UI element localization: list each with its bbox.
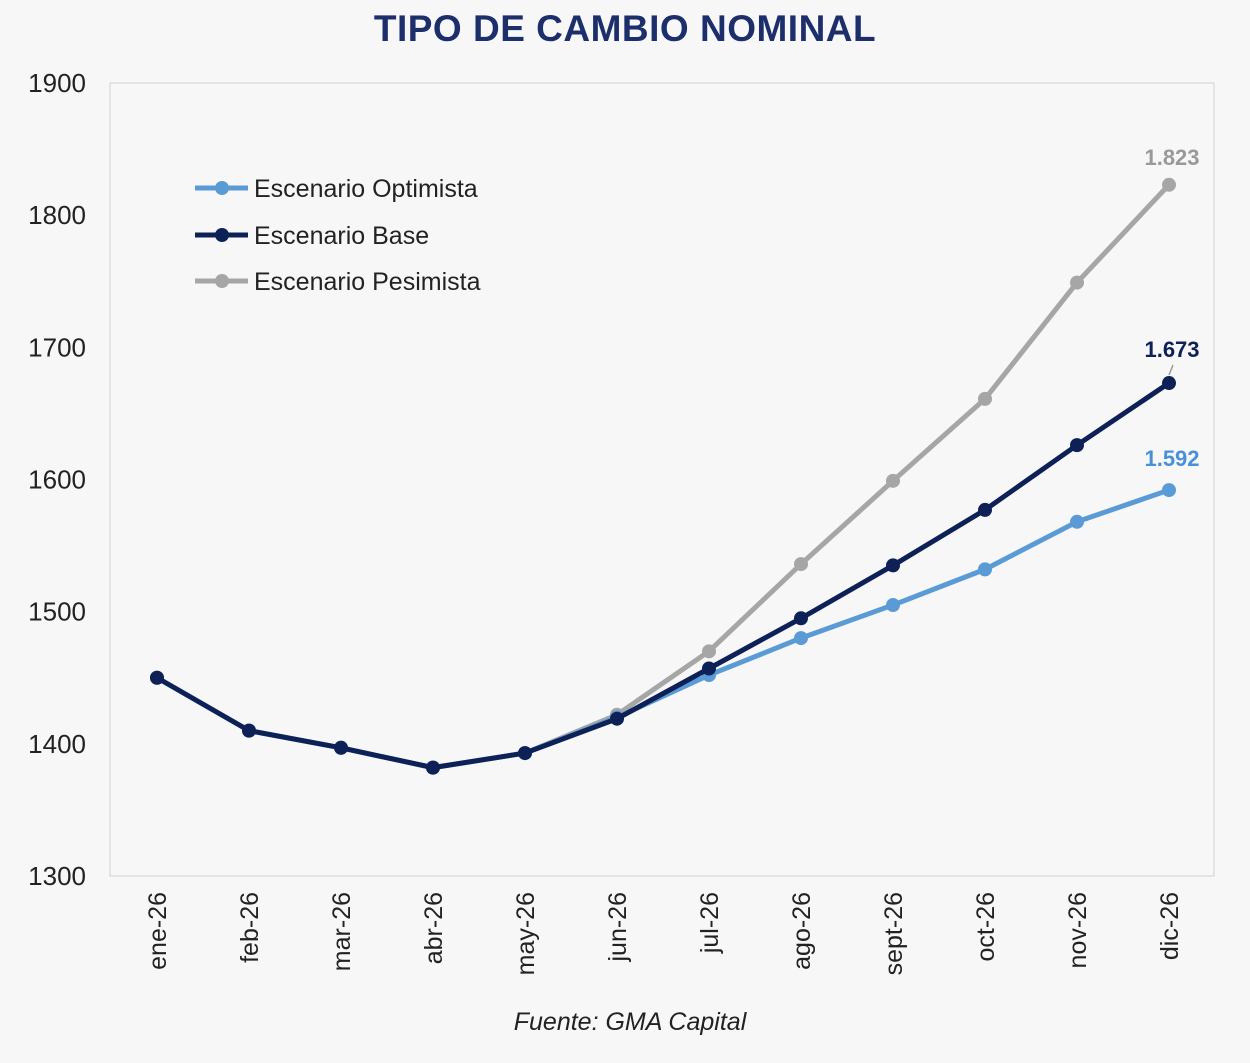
y-tick-label: 1900 <box>28 68 86 98</box>
data-point <box>334 740 348 755</box>
data-point <box>886 473 900 488</box>
data-point <box>610 711 624 726</box>
data-point <box>794 557 808 572</box>
data-point <box>1162 177 1176 192</box>
legend-swatch-marker <box>215 274 229 288</box>
chart-title: TIPO DE CAMBIO NOMINAL <box>373 8 877 49</box>
data-label: 1.673 <box>1144 337 1199 362</box>
data-point <box>150 670 164 685</box>
legend: Escenario Optimista Escenario Base Escenar… <box>195 175 481 296</box>
x-tick-label: nov-26 <box>1064 892 1092 968</box>
y-tick-label: 1800 <box>28 200 86 230</box>
y-tick-label: 1300 <box>28 861 86 891</box>
data-point <box>1070 275 1084 290</box>
data-point <box>794 631 808 646</box>
data-point <box>702 661 716 676</box>
data-point <box>702 644 716 659</box>
data-label: 1.823 <box>1144 145 1199 170</box>
data-point <box>1070 514 1084 529</box>
x-tick-label: jun-26 <box>604 892 632 963</box>
y-axis: 1300 1400 1500 1600 1700 1800 1900 <box>28 68 86 891</box>
data-point <box>886 558 900 573</box>
y-tick-label: 1500 <box>28 597 86 627</box>
legend-swatch-marker <box>215 228 229 242</box>
data-point <box>978 391 992 406</box>
x-tick-label: may-26 <box>512 892 540 975</box>
data-point <box>978 562 992 577</box>
data-point <box>518 746 532 761</box>
y-tick-label: 1400 <box>28 729 86 759</box>
x-tick-label: mar-26 <box>328 892 356 971</box>
series-line <box>154 380 1172 771</box>
data-point <box>1162 376 1176 391</box>
data-point <box>794 611 808 626</box>
data-point <box>886 598 900 613</box>
x-tick-label: feb-26 <box>236 892 264 963</box>
data-point <box>978 502 992 517</box>
legend-label: Escenario Base <box>254 222 429 250</box>
line-chart: 1300 1400 1500 1600 1700 1800 1900 ene-26 feb-2… <box>28 68 1215 975</box>
data-point <box>242 723 256 738</box>
x-tick-label: dic-26 <box>1156 892 1184 960</box>
legend-item: Escenario Base <box>195 222 429 250</box>
series-escenario-base <box>150 376 1176 775</box>
legend-label: Escenario Optimista <box>254 175 478 203</box>
y-tick-label: 1600 <box>28 465 86 495</box>
data-point <box>426 760 440 775</box>
y-tick-label: 1700 <box>28 332 86 362</box>
series-layer <box>150 177 1176 775</box>
legend-item: Escenario Pesimista <box>195 268 481 296</box>
data-point <box>1162 483 1176 498</box>
x-tick-label: oct-26 <box>972 892 1000 961</box>
end-labels: 1.592 1.673 1.823 <box>1144 145 1199 471</box>
data-label: 1.592 <box>1144 446 1199 471</box>
x-axis: ene-26 feb-26 mar-26 abr-26 may-26 jun-26 jul-… <box>144 892 1184 975</box>
x-tick-label: ene-26 <box>144 892 172 970</box>
source-note: Fuente: GMA Capital <box>513 1008 747 1036</box>
label-leader-line <box>1168 364 1174 376</box>
legend-swatch-marker <box>215 181 229 195</box>
x-tick-label: ago-26 <box>788 892 816 970</box>
x-tick-label: abr-26 <box>420 892 448 964</box>
x-tick-label: sept-26 <box>880 892 908 975</box>
legend-label: Escenario Pesimista <box>254 268 481 296</box>
legend-item: Escenario Optimista <box>195 175 478 203</box>
data-point <box>1070 438 1084 453</box>
x-tick-label: jul-26 <box>696 892 724 954</box>
